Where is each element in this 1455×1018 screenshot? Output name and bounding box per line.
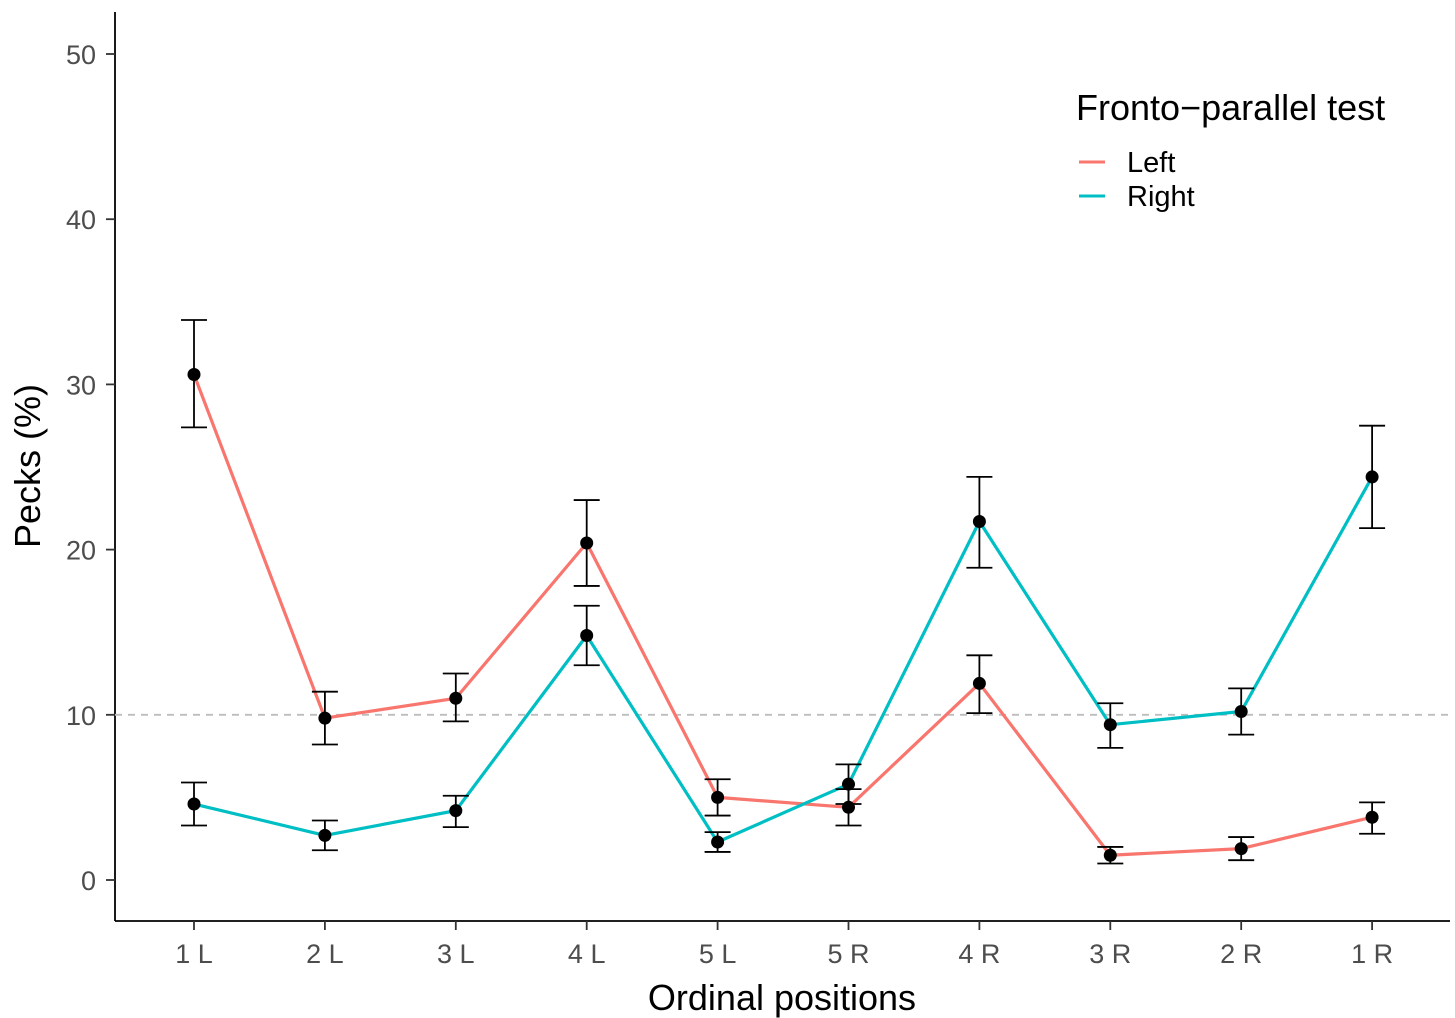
y-tick-label: 50 (66, 40, 96, 70)
x-tick-label: 2 R (1220, 939, 1262, 969)
data-point-right (318, 828, 332, 842)
x-tick-label: 5 R (827, 939, 869, 969)
data-point-right (1234, 704, 1248, 718)
x-tick-label: 2 L (306, 939, 344, 969)
data-point-right (449, 804, 463, 818)
x-axis-title: Ordinal positions (648, 977, 916, 1018)
y-tick-label: 10 (66, 701, 96, 731)
data-point-left (1234, 842, 1248, 856)
x-tick-label: 4 R (958, 939, 1000, 969)
data-point-left (1365, 810, 1379, 824)
x-tick-label: 3 L (437, 939, 475, 969)
data-point-right (842, 777, 855, 791)
data-point-left (187, 367, 201, 381)
legend-label-right: Right (1127, 181, 1195, 213)
data-point-right (187, 797, 201, 811)
legend-title: Fronto−parallel test (1076, 87, 1385, 128)
data-point-right (1103, 718, 1117, 732)
x-tick-label: 5 L (699, 939, 737, 969)
data-points (187, 367, 1379, 862)
y-tick-label: 0 (81, 866, 96, 896)
error-bars (181, 319, 1386, 865)
series-line-left (192, 373, 1373, 857)
x-tick-label: 1 L (175, 939, 213, 969)
data-point-right (1365, 470, 1379, 484)
data-point-left (580, 536, 594, 550)
data-point-right (711, 835, 725, 849)
data-point-left (449, 691, 463, 705)
y-axis-title: Pecks (%) (7, 384, 48, 548)
y-tick-label: 30 (66, 370, 96, 400)
data-point-left (711, 790, 725, 804)
x-axis-ticks: 1 L 2 L 3 L 4 L 5 L 5 R 4 R 3 R 2 R 1 R (175, 921, 1393, 969)
series-line-right (193, 476, 1374, 844)
series-lines (192, 373, 1374, 857)
legend-label-left: Left (1127, 147, 1175, 179)
data-point-left (842, 800, 855, 814)
data-point-right (972, 515, 986, 529)
y-tick-label: 20 (66, 536, 96, 566)
data-point-left (318, 711, 332, 725)
x-tick-label: 4 L (568, 939, 606, 969)
x-tick-label: 3 R (1089, 939, 1131, 969)
y-tick-label: 40 (66, 205, 96, 235)
y-axis-ticks: 0 10 20 30 40 50 (66, 40, 115, 896)
data-point-left (1103, 848, 1117, 862)
data-point-left (972, 676, 986, 690)
legend: Fronto−parallel test Left Right (1076, 87, 1385, 213)
x-tick-label: 1 R (1351, 939, 1393, 969)
data-point-right (580, 629, 594, 643)
